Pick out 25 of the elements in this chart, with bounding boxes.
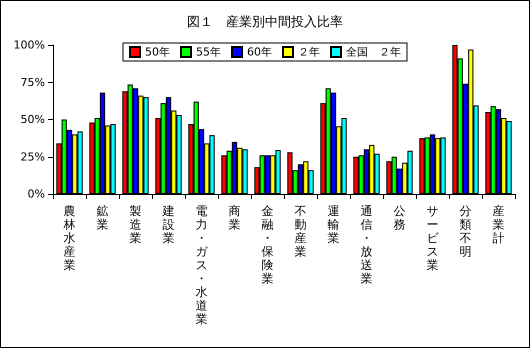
x-tick-label: 鉱業 bbox=[96, 204, 108, 232]
x-tick-label: 通信・放送業 bbox=[360, 204, 372, 286]
x-tick-label: 公務 bbox=[394, 204, 406, 232]
x-tick-label: 運輸業 bbox=[328, 204, 340, 245]
category-label: 電力・ガス・水道業 bbox=[196, 204, 208, 326]
x-tick-label: 商業 bbox=[228, 204, 240, 232]
x-tick-label: 金融・保険業 bbox=[262, 204, 274, 286]
x-tick-label: 農林水産業 bbox=[62, 204, 76, 272]
x-tick-label: 分類不明 bbox=[460, 204, 472, 258]
x-tick-label: 建設業 bbox=[162, 204, 174, 245]
y-tick-label: 75% bbox=[20, 76, 45, 89]
legend-label: ２年 bbox=[298, 46, 320, 58]
x-tick-label: サービス業 bbox=[426, 204, 440, 272]
x-tick-label: 産業計 bbox=[492, 204, 504, 245]
x-tick-label: 不動産業 bbox=[294, 204, 306, 258]
chart-title: 図１ 産業別中間投入比率 bbox=[187, 14, 343, 30]
y-tick-label: 0% bbox=[28, 188, 45, 200]
y-tick-label: 100% bbox=[14, 38, 45, 52]
y-tick-label: 50% bbox=[20, 113, 45, 126]
y-tick-label: 25% bbox=[20, 150, 45, 164]
x-tick-label: 製造業 bbox=[130, 204, 142, 245]
legend-label: 60年 bbox=[247, 46, 272, 58]
legend-label: 50年 bbox=[145, 46, 170, 58]
legend-label: 55年 bbox=[196, 46, 221, 58]
legend-label: 全国 ２年 bbox=[346, 46, 401, 58]
